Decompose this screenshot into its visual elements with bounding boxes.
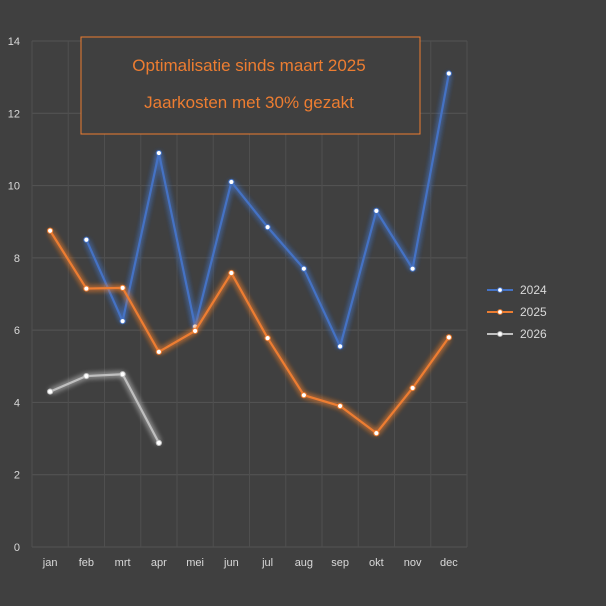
- x-tick-label: dec: [440, 557, 458, 569]
- data-point-2025-okt[interactable]: [373, 430, 380, 437]
- legend-item-2026[interactable]: 2026: [487, 327, 547, 341]
- x-tick-label: apr: [151, 557, 167, 569]
- data-point-2024-okt[interactable]: [373, 207, 380, 214]
- legend-label: 2024: [520, 283, 547, 297]
- x-tick-label: sep: [331, 557, 349, 569]
- series-line-2025: [49, 230, 450, 435]
- data-point-2026-mrt[interactable]: [119, 371, 126, 378]
- legend-marker: [497, 331, 503, 337]
- legend-marker: [497, 287, 503, 293]
- y-tick-label: 6: [14, 325, 20, 337]
- data-point-2025-mrt[interactable]: [119, 284, 126, 291]
- y-tick-label: 14: [8, 36, 20, 48]
- data-point-2025-jan[interactable]: [47, 227, 54, 234]
- y-tick-label: 2: [14, 470, 20, 482]
- data-point-2026-feb[interactable]: [83, 372, 90, 380]
- x-tick-label: okt: [369, 557, 384, 569]
- legend[interactable]: 2024 2025 2026: [487, 283, 547, 341]
- legend-item-2025[interactable]: 2025: [487, 305, 547, 319]
- x-axis: jan feb mrt apr mei jun jul aug sep okt nov dec: [42, 557, 458, 569]
- data-point-2024-apr[interactable]: [155, 149, 162, 157]
- data-point-2026-jan[interactable]: [47, 388, 54, 395]
- x-tick-label: jul: [261, 557, 273, 569]
- annotation-border: [80, 36, 421, 135]
- annotation-line-2: Jaarkosten met 30% gezakt: [144, 93, 354, 112]
- data-point-2024-dec[interactable]: [445, 70, 452, 77]
- data-point-2025-dec[interactable]: [445, 334, 452, 341]
- data-point-2024-jun[interactable]: [228, 178, 235, 186]
- y-tick-label: 8: [14, 253, 20, 265]
- data-point-2025-jun[interactable]: [228, 269, 235, 277]
- annotation-line-1: Optimalisatie sinds maart 2025: [132, 56, 365, 75]
- series-line-2026: [49, 373, 160, 444]
- x-tick-label: mrt: [115, 557, 131, 569]
- y-tick-label: 0: [14, 542, 20, 554]
- y-tick-label: 12: [8, 108, 20, 120]
- data-point-2024-jul[interactable]: [264, 224, 271, 231]
- series-2025: [47, 227, 452, 437]
- x-tick-label: feb: [79, 557, 94, 569]
- x-tick-label: nov: [404, 557, 422, 569]
- y-tick-label: 10: [8, 181, 20, 193]
- series-layer: [47, 70, 452, 447]
- x-tick-label: jun: [223, 557, 239, 569]
- legend-label: 2026: [520, 327, 547, 341]
- series-2026: [47, 371, 162, 447]
- data-point-2025-nov[interactable]: [409, 384, 416, 392]
- data-point-2025-aug[interactable]: [300, 392, 307, 399]
- x-tick-label: aug: [295, 557, 313, 569]
- data-point-2025-sep[interactable]: [337, 402, 344, 410]
- data-point-2025-feb[interactable]: [83, 285, 90, 292]
- data-point-2024-sep[interactable]: [337, 343, 344, 350]
- y-tick-label: 4: [14, 397, 20, 409]
- data-point-2024-aug[interactable]: [300, 265, 307, 272]
- data-point-2025-jul[interactable]: [264, 334, 271, 342]
- series-2024: [83, 70, 452, 350]
- data-point-2026-apr[interactable]: [155, 439, 162, 447]
- legend-marker: [497, 309, 503, 315]
- annotation-box: Optimalisatie sinds maart 2025 Jaarkoste…: [80, 36, 421, 135]
- data-point-2024-mrt[interactable]: [119, 318, 126, 325]
- legend-item-2024[interactable]: 2024: [487, 283, 547, 297]
- data-point-2024-nov[interactable]: [409, 265, 416, 272]
- data-point-2024-feb[interactable]: [83, 236, 90, 243]
- x-tick-label: jan: [42, 557, 58, 569]
- y-axis: 0 2 4 6 8 10 12 14: [8, 36, 20, 554]
- data-point-2025-mei[interactable]: [192, 327, 199, 334]
- x-tick-label: mei: [186, 557, 204, 569]
- legend-label: 2025: [520, 305, 547, 319]
- data-point-2025-apr[interactable]: [155, 348, 162, 355]
